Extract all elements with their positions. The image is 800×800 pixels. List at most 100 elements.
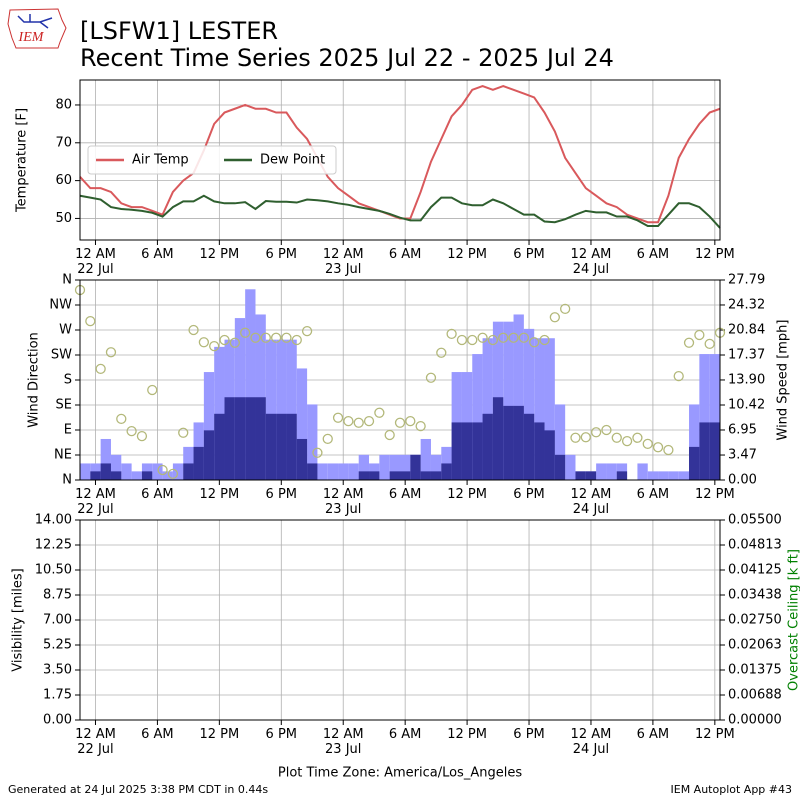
bar: [327, 463, 339, 480]
y2-tick-label: 0.00688: [728, 688, 782, 703]
point: [229, 337, 240, 348]
point: [374, 407, 385, 418]
point: [260, 332, 271, 343]
point: [539, 334, 550, 346]
point: [632, 432, 643, 443]
point: [415, 420, 426, 432]
bar: [461, 422, 473, 480]
bar: [90, 471, 101, 480]
bar: [286, 413, 297, 480]
point: [116, 413, 127, 425]
bar: [451, 422, 462, 480]
bar: [441, 446, 452, 480]
y2-axis-label: Wind Speed [mph]: [776, 320, 791, 441]
bar: [503, 405, 514, 480]
panel: 0.00 1.75 3.50 5.25 7.00 8.75 10.50 12.25 14.00 0…: [11, 513, 800, 781]
point: [590, 427, 602, 438]
bar: [658, 471, 669, 480]
x-tick-label: 12 AM 24 Jul: [570, 247, 612, 277]
bar: [420, 471, 431, 480]
x-tick-label: 12 PM: [199, 247, 240, 262]
bar: [668, 471, 679, 480]
y2-tick-label: 0.04813: [728, 538, 782, 553]
x-tick-label: 6 PM: [513, 247, 545, 262]
bar: [338, 463, 349, 480]
bar: [255, 397, 266, 480]
line: [79, 194, 721, 229]
bar: [265, 339, 277, 480]
bar: [523, 413, 535, 480]
y-tick-label: 80: [55, 97, 72, 112]
bar: [420, 438, 431, 480]
bar: [317, 463, 328, 480]
y-tick-label: 7.00: [43, 613, 72, 628]
x-tick-label: 12 PM: [199, 487, 240, 502]
y2-tick-label: 10.42: [728, 398, 765, 413]
y-tick-label: 50: [55, 211, 72, 226]
x-tick-label: 6 AM: [141, 487, 174, 502]
bar: [616, 471, 628, 480]
x-tick-label: 6 AM: [388, 487, 422, 502]
bar: [276, 339, 287, 480]
point: [446, 328, 457, 340]
y-tick-label: N: [62, 473, 72, 488]
y2-tick-label: 27.79: [728, 273, 765, 288]
bar: [637, 463, 648, 480]
point: [518, 332, 530, 343]
bar: [162, 471, 173, 480]
bar: [699, 354, 710, 480]
x-tick-label: 12 PM: [447, 727, 487, 742]
point: [570, 432, 581, 443]
point: [85, 315, 96, 327]
point: [580, 432, 591, 443]
bar: [585, 471, 597, 480]
bar: [307, 463, 318, 480]
bar: [296, 368, 308, 480]
bar: [544, 338, 555, 480]
point: [240, 327, 251, 338]
point: [467, 334, 478, 346]
y-tick-label: SW: [51, 348, 72, 363]
bar: [678, 471, 690, 480]
x-tick-label: 12 AM 24 Jul: [570, 487, 612, 517]
point: [363, 415, 375, 427]
y2-tick-label: 0.02750: [728, 613, 782, 628]
point: [529, 337, 540, 348]
y2-tick-label: 0.00000: [728, 713, 782, 728]
bar: [699, 422, 710, 480]
y2-tick-label: 0.02063: [728, 638, 782, 653]
bar: [276, 413, 287, 480]
y-tick-label: W: [59, 323, 72, 338]
bar: [472, 422, 483, 480]
point: [250, 332, 261, 343]
point: [498, 332, 509, 343]
x-tick-label: 6 AM: [636, 247, 670, 262]
point: [126, 425, 137, 437]
bar: [286, 339, 297, 480]
bar: [575, 471, 586, 480]
x-tick-label: 6 AM: [141, 247, 174, 262]
y-axis-label: Visibility [miles]: [11, 568, 26, 671]
bar: [472, 354, 483, 480]
bar: [203, 372, 215, 480]
point: [508, 332, 519, 343]
bar: [513, 314, 524, 480]
bar: [410, 454, 421, 480]
point: [322, 433, 333, 445]
y2-tick-label: 0.05500: [728, 513, 782, 528]
x-tick-label: 6 PM: [265, 247, 298, 262]
point: [673, 370, 684, 382]
x-tick-label: 6 PM: [265, 487, 298, 502]
x-tick-label: 12 PM: [447, 487, 487, 502]
bar: [647, 471, 659, 480]
bar: [358, 471, 370, 480]
x-tick-label: 12 AM 22 Jul: [75, 247, 116, 277]
y-tick-label: 1.75: [43, 688, 72, 703]
point: [178, 427, 189, 438]
point: [188, 324, 199, 336]
point: [343, 415, 354, 427]
point: [436, 347, 447, 358]
point: [291, 334, 302, 346]
y2-tick-label: 13.90: [728, 372, 765, 387]
bar: [193, 446, 204, 480]
